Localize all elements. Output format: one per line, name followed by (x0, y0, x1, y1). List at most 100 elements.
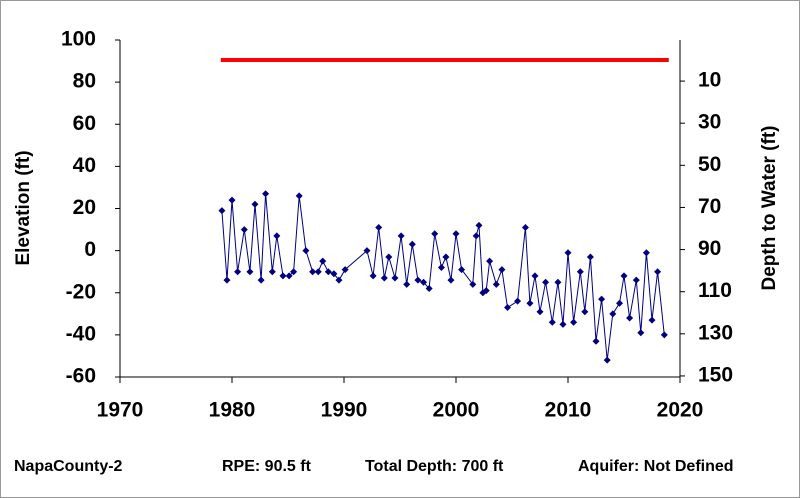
x-tick-label: 2020 (657, 399, 704, 422)
y-tick-label: 100 (61, 28, 96, 51)
y-tick-label: 0 (84, 238, 96, 261)
data-point (609, 310, 617, 318)
data-point (335, 276, 343, 284)
data-point (385, 253, 393, 261)
data-point (397, 232, 405, 240)
data-point (472, 232, 480, 240)
data-point (408, 240, 416, 248)
y2-tick-label: 110 (698, 279, 732, 302)
data-point (285, 272, 293, 280)
data-point (234, 268, 242, 276)
y-tick-label: 20 (73, 196, 96, 219)
data-point (548, 318, 556, 326)
y2-tick-label: 10 (698, 69, 721, 92)
data-point (570, 318, 578, 326)
data-point (228, 196, 236, 204)
data-point (302, 247, 310, 255)
data-point (420, 278, 428, 286)
y2-tick-label: 90 (698, 237, 721, 260)
y2-tick-label: 70 (698, 195, 721, 218)
data-point (363, 247, 371, 255)
data-point (504, 303, 512, 311)
data-point (375, 223, 383, 231)
data-point (486, 257, 494, 265)
y-tick-label: 40 (73, 154, 96, 177)
data-point (626, 314, 634, 322)
data-point (526, 299, 534, 307)
data-point (598, 295, 606, 303)
data-point (223, 276, 231, 284)
data-point (536, 308, 544, 316)
data-point (290, 268, 298, 276)
data-point (564, 249, 572, 257)
data-point (531, 272, 539, 280)
data-point (642, 249, 650, 257)
data-point (246, 268, 254, 276)
data-point (654, 268, 662, 276)
y2-tick-label: 150 (698, 363, 733, 386)
data-point (660, 331, 668, 339)
data-point (431, 230, 439, 238)
data-point (380, 274, 388, 282)
x-tick-label: 2000 (433, 399, 480, 422)
data-point (514, 297, 522, 305)
data-point (447, 276, 455, 284)
data-point (319, 257, 327, 265)
data-point (475, 221, 483, 229)
data-point (559, 320, 567, 328)
y-tick-label: 60 (73, 112, 96, 135)
footer-text: Total Depth: 700 ft (365, 458, 504, 475)
data-point (620, 272, 628, 280)
y-tick-label: -40 (66, 322, 96, 345)
data-point (314, 268, 322, 276)
x-tick-label: 1970 (97, 399, 144, 422)
data-point (414, 276, 422, 284)
y-tick-label: 80 (73, 70, 96, 93)
data-point (603, 356, 611, 364)
x-tick-label: 1980 (209, 399, 256, 422)
data-point (295, 192, 303, 200)
data-point (521, 223, 529, 231)
data-point (369, 272, 377, 280)
data-point (324, 268, 332, 276)
data-point (437, 263, 445, 271)
data-point (581, 308, 589, 316)
data-point (403, 280, 411, 288)
y2-tick-label: 30 (698, 111, 721, 134)
footer-text: Aquifer: Not Defined (578, 458, 734, 475)
footer-text: NapaCounty-2 (14, 458, 123, 475)
y2-tick-label: 130 (698, 321, 733, 344)
data-point (309, 268, 317, 276)
data-point (341, 266, 349, 274)
data-point (542, 278, 550, 286)
data-point (391, 274, 399, 282)
data-point (616, 299, 624, 307)
data-point (330, 270, 338, 278)
data-point (452, 230, 460, 238)
data-point (632, 276, 640, 284)
data-point (268, 268, 276, 276)
data-point (576, 268, 584, 276)
data-point (592, 337, 600, 345)
data-point (586, 253, 594, 261)
data-point (273, 232, 281, 240)
y-axis-title: Elevation (ft) (13, 150, 34, 265)
y2-tick-label: 50 (698, 153, 721, 176)
data-point (240, 226, 248, 234)
y-tick-label: -20 (66, 280, 96, 303)
data-point (442, 253, 450, 261)
data-point (469, 280, 477, 288)
data-point (218, 207, 226, 215)
data-point (251, 200, 259, 208)
data-point (498, 266, 506, 274)
data-point (648, 316, 656, 324)
footer-text: RPE: 90.5 ft (222, 458, 312, 475)
data-point (482, 287, 490, 295)
data-point (458, 266, 466, 274)
data-point (554, 278, 562, 286)
x-tick-label: 1990 (321, 399, 368, 422)
y-tick-label: -60 (66, 365, 96, 388)
data-point (257, 276, 265, 284)
data-point (425, 285, 433, 293)
